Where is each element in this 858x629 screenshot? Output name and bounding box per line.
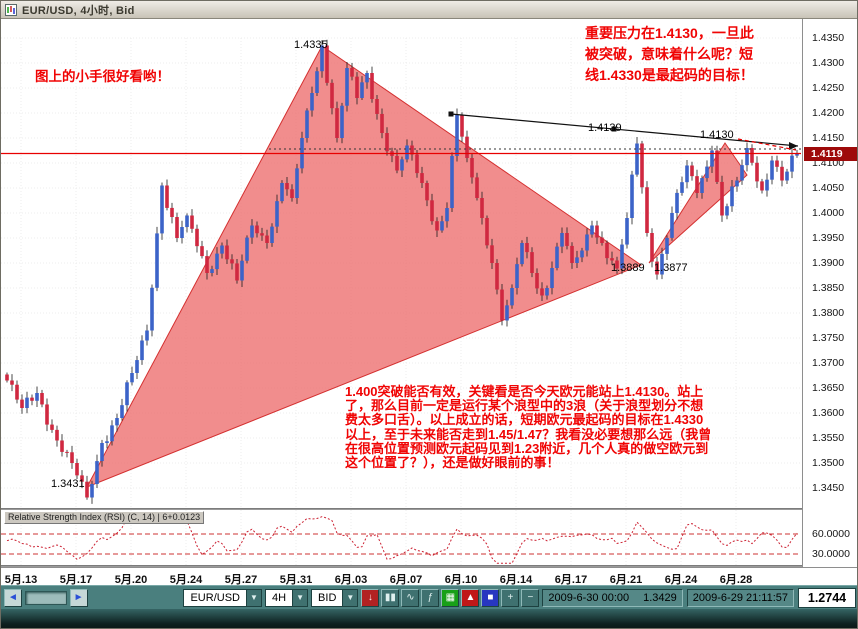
price-type-value: BID xyxy=(318,591,337,604)
price-axis-label: 1.4200 xyxy=(812,107,845,119)
timeframe-value: 4H xyxy=(271,591,287,604)
toolbar: ◄ ► EUR/USD ▼ 4H ▼ BID ▼ ↓ ▮▮ ∿ ƒ ▦ ▲ ■ + − 2009… xyxy=(1,585,857,609)
bar-datetime: 2009-6-30 00:00 xyxy=(548,591,630,604)
panel-divider xyxy=(1,565,802,567)
server-time-field: 2009-6-29 21:11:57 xyxy=(686,588,794,607)
price-axis-label: 1.3750 xyxy=(812,332,845,344)
time-axis-label: 5月.27 xyxy=(224,574,258,586)
time-axis-label: 6月.07 xyxy=(389,574,423,586)
panel-divider xyxy=(1,508,802,510)
annotation-top-left: 图上的小手很好看哟！ xyxy=(35,69,170,84)
chart-area: 1.4335 1.4139 1.4130 1.3889 1.3877 1.3431 图上的… xyxy=(1,19,858,586)
time-axis-label: 5月.17 xyxy=(59,574,93,586)
current-price-tag: 1.4119 xyxy=(804,147,857,161)
price-axis-label: 1.4350 xyxy=(812,32,845,44)
time-axis-label: 6月.14 xyxy=(499,574,533,586)
price-axis-label: 1.3950 xyxy=(812,232,845,244)
price-marker: 1.4130 xyxy=(700,129,734,141)
price-axis-label: 1.3450 xyxy=(812,482,845,494)
tick-down-button[interactable]: ↓ xyxy=(361,588,380,607)
rsi-axis-label: 60.0000 xyxy=(812,528,850,540)
time-axis-label: 6月.10 xyxy=(444,574,478,586)
symbol-value: EUR/USD xyxy=(190,591,240,604)
price-axis-label: 1.3900 xyxy=(812,257,845,269)
zoom-in-button[interactable]: + xyxy=(501,588,520,607)
news-button[interactable]: ■ xyxy=(481,588,500,607)
price-marker: 1.4139 xyxy=(588,122,622,134)
time-axis-label: 5月.31 xyxy=(279,574,313,586)
chart-scrollbar[interactable] xyxy=(25,590,67,605)
time-axis-label: 6月.24 xyxy=(664,574,698,586)
price-axis-label: 1.3550 xyxy=(812,432,845,444)
rsi-indicator-label: Relative Strength Index (RSI) (C, 14) | … xyxy=(4,511,205,524)
price-axis-label: 1.4050 xyxy=(812,182,845,194)
price-axis-label: 1.4250 xyxy=(812,82,845,94)
price-type-select[interactable]: BID ▼ xyxy=(311,588,359,607)
indicators-button[interactable]: ƒ xyxy=(421,588,440,607)
price-axis-label: 1.3700 xyxy=(812,357,845,369)
price-marker: 1.3889 xyxy=(611,262,645,274)
chevron-down-icon[interactable]: ▼ xyxy=(245,589,261,606)
chevron-down-icon[interactable]: ▼ xyxy=(292,589,308,606)
annotation-paragraph: 1.400突破能否有效，关键看是否今天欧元能站上1.4130。站上 了，那么目前一… xyxy=(345,384,712,471)
time-axis-label: 6月.03 xyxy=(334,574,368,586)
price-axis-label: 1.3600 xyxy=(812,407,845,419)
price-axis-label: 1.3800 xyxy=(812,307,845,319)
toolbar-status-group: 2009-6-30 00:00 1.3429 2009-6-29 21:11:5… xyxy=(542,587,856,608)
time-axis-label: 5月.20 xyxy=(114,574,148,586)
grid-toggle-button[interactable]: ▦ xyxy=(441,588,460,607)
price-axis[interactable]: 1.4119 1.4350 1.4300 1.4250 1.4200 1.4150 1.4… xyxy=(802,19,857,567)
rsi-line xyxy=(6,516,798,564)
time-axis-label: 6月.21 xyxy=(609,574,643,586)
price-marker: 1.4335 xyxy=(294,39,328,51)
time-axis-label: 5月.24 xyxy=(169,574,203,586)
scroll-right-button[interactable]: ► xyxy=(69,588,88,607)
bar-info-field: 2009-6-30 00:00 1.3429 xyxy=(542,588,683,607)
chart-line-button[interactable]: ∿ xyxy=(401,588,420,607)
price-axis-label: 1.4300 xyxy=(812,57,845,69)
app-icon xyxy=(5,3,17,16)
price-chart-canvas[interactable]: 1.4335 1.4139 1.4130 1.3889 1.3877 1.3431 xyxy=(1,19,858,585)
time-axis-label: 6月.28 xyxy=(719,574,753,586)
toolbar-button-group: ↓ ▮▮ ∿ ƒ ▦ ▲ ■ + − xyxy=(361,588,540,607)
rsi-axis-label: 30.0000 xyxy=(812,548,850,560)
annotation-top-right: 重要压力在1.4130，一旦此 被突破，意味着什么呢？短 线1.4330是最起码的目… xyxy=(585,25,754,83)
price-axis-label: 1.3650 xyxy=(812,382,845,394)
zoom-out-button[interactable]: − xyxy=(521,588,540,607)
trendline[interactable] xyxy=(450,113,799,147)
scroll-left-button[interactable]: ◄ xyxy=(4,588,22,607)
alert-button[interactable]: ▲ xyxy=(461,588,480,607)
time-axis[interactable]: 5月.13 5月.17 5月.20 5月.24 5月.27 5月.31 6月.03 6月.07… xyxy=(1,567,857,586)
time-axis-label: 5月.13 xyxy=(4,574,38,586)
price-marker: 1.3431 xyxy=(51,478,85,490)
price-marker: 1.3877 xyxy=(654,262,688,274)
title-bar[interactable]: EUR/USD, 4小时, Bid xyxy=(1,1,857,19)
window-title: EUR/USD, 4小时, Bid xyxy=(22,4,135,17)
chart-candles-button[interactable]: ▮▮ xyxy=(381,588,400,607)
price-axis-label: 1.3500 xyxy=(812,457,845,469)
chevron-down-icon[interactable]: ▼ xyxy=(342,589,358,606)
price-axis-label: 1.3850 xyxy=(812,282,845,294)
status-bar xyxy=(1,609,857,628)
price-axis-label: 1.4000 xyxy=(812,207,845,219)
cursor-price-field: 1.2744 xyxy=(798,587,856,608)
time-axis-label: 6月.17 xyxy=(554,574,588,586)
symbol-select[interactable]: EUR/USD ▼ xyxy=(183,588,262,607)
bar-price: 1.3429 xyxy=(643,591,677,604)
timeframe-select[interactable]: 4H ▼ xyxy=(264,588,309,607)
price-axis-label: 1.4150 xyxy=(812,132,845,144)
major-triangle[interactable] xyxy=(85,45,643,488)
server-time: 2009-6-29 21:11:57 xyxy=(692,591,788,604)
